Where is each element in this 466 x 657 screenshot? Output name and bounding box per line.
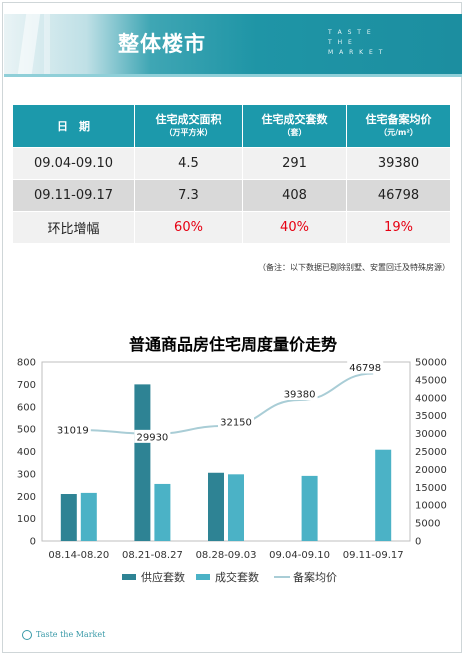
header-unit: （元/m²） <box>379 128 418 137</box>
growth-cell: 19% <box>346 211 451 244</box>
bar-supply <box>60 494 77 541</box>
tagline-line: M A R K E T <box>328 49 385 56</box>
table-cell: 7.3 <box>134 179 243 212</box>
header-main: 住宅备案均价 <box>365 113 432 126</box>
header-unit: （套） <box>282 128 307 137</box>
header-main: 住宅成交面积 <box>155 113 222 126</box>
y-right-tick-label: 35000 <box>415 411 447 422</box>
legend-swatch <box>122 574 136 580</box>
table-cell: 09.11-09.17 <box>12 179 135 212</box>
market-table: 日 期 住宅成交面积 （万平方米） 住宅成交套数 （套） 住宅备案均价 （元/m²） … <box>12 104 451 244</box>
data-label-bg <box>54 422 91 436</box>
y-right-tick-label: 5000 <box>415 519 440 530</box>
growth-cell: 60% <box>134 211 243 244</box>
legend-label: 供应套数 <box>141 570 185 584</box>
header-main: 日 期 <box>57 119 90 133</box>
table-cell: 09.04-09.10 <box>12 147 135 180</box>
x-tick-label: 08.14-08.20 <box>48 550 109 561</box>
header-banner: 整体楼市 T A S T E T H E M A R K E T <box>4 14 462 74</box>
data-label-bg <box>218 414 254 428</box>
y-left-tick-label: 500 <box>17 425 36 436</box>
x-tick-label: 09.11-09.17 <box>343 550 404 561</box>
table-cell: 291 <box>242 147 347 180</box>
bar-deal <box>301 475 318 541</box>
growth-cell: 40% <box>242 211 347 244</box>
data-label-bg <box>281 387 318 401</box>
banner-stripe <box>44 14 50 74</box>
legend-swatch <box>196 574 210 580</box>
table-row: 09.11-09.17 7.3 408 46798 <box>12 179 451 212</box>
x-tick-label: 08.21-08.27 <box>122 550 183 561</box>
y-right-tick-label: 30000 <box>415 429 447 440</box>
header-date: 日 期 <box>12 104 135 148</box>
line-group: 31019 29930 32150 39380 46798 <box>54 360 384 443</box>
banner-divider <box>4 74 462 77</box>
table-cell: 环比增幅 <box>12 211 135 244</box>
y-left-tick-label: 0 <box>30 537 36 548</box>
header-area: 住宅成交面积 （万平方米） <box>134 104 243 148</box>
table-cell: 4.5 <box>134 147 243 180</box>
tagline-line: T H E <box>328 39 354 46</box>
header-price: 住宅备案均价 （元/m²） <box>346 104 451 148</box>
y-left-tick-label: 300 <box>17 469 36 480</box>
y-right-tick-label: 0 <box>415 537 421 548</box>
bar-supply <box>208 472 224 541</box>
y-right-tick-label: 40000 <box>415 393 447 404</box>
data-label: 31019 <box>57 425 89 436</box>
y-left-tick-label: 600 <box>17 402 36 413</box>
x-tick-label: 08.28-09.03 <box>196 550 257 561</box>
bar-deal <box>228 474 244 541</box>
y-right-tick-label: 15000 <box>415 483 447 494</box>
chart-legend: 供应套数 成交套数 备案均价 <box>122 570 337 584</box>
legend-label: 备案均价 <box>293 570 337 584</box>
data-label: 32150 <box>220 417 252 428</box>
banner-tagline: T A S T E T H E M A R K E T <box>328 28 384 58</box>
data-label-bg <box>347 360 384 374</box>
left-axis: 0 100 200 300 400 500 600 700 800 <box>17 358 411 548</box>
y-left-tick-label: 700 <box>17 380 36 391</box>
header-unit: （万平方米） <box>164 128 213 137</box>
bar-deal <box>80 492 97 541</box>
table-cell: 46798 <box>346 179 451 212</box>
legend-label: 成交套数 <box>215 570 259 584</box>
y-left-tick-label: 400 <box>17 447 36 458</box>
y-right-tick-label: 50000 <box>415 358 447 369</box>
table-note: （备注：以下数据已剔除别墅、安置回迁及特殊房源） <box>258 263 450 272</box>
logo-icon <box>22 630 32 640</box>
data-label: 46798 <box>349 363 381 374</box>
table-cell: 39380 <box>346 147 451 180</box>
table-header-row: 日 期 住宅成交面积 （万平方米） 住宅成交套数 （套） 住宅备案均价 （元/m²） <box>12 104 451 148</box>
footer-logo: Taste the Market <box>22 630 105 640</box>
page-title: 整体楼市 <box>118 32 206 56</box>
data-label: 29930 <box>136 432 168 443</box>
y-left-tick-label: 100 <box>17 514 36 525</box>
y-right-tick-label: 45000 <box>415 375 447 386</box>
tagline-line: T A S T E <box>328 29 373 36</box>
bar-deal <box>375 449 392 541</box>
y-right-tick-label: 25000 <box>415 447 447 458</box>
right-axis: 0 5000 10000 15000 20000 25000 30000 35000 40000… <box>415 358 447 548</box>
chart-svg: 普通商品房住宅周度量价走势 0100200300400500600700800 … <box>17 335 447 584</box>
banner-stripe <box>17 14 41 74</box>
table-cell: 408 <box>242 179 347 212</box>
y-right-tick-label: 10000 <box>415 501 447 512</box>
y-left-tick-label: 200 <box>17 492 36 503</box>
bar-supply <box>134 384 151 541</box>
table-row: 09.04-09.10 4.5 291 39380 <box>12 147 451 180</box>
header-main: 住宅成交套数 <box>261 113 328 126</box>
y-left-tick-label: 800 <box>17 358 36 369</box>
data-label-bg <box>134 429 171 443</box>
x-tick-label: 09.04-09.10 <box>269 550 330 561</box>
data-label: 39380 <box>284 390 316 401</box>
chart-container: 普通商品房住宅周度量价走势 0 100 200 300 400 500 600 700 800 … <box>0 320 466 600</box>
plot-frame <box>41 361 411 542</box>
chart-title: 普通商品房住宅周度量价走势 <box>129 335 337 354</box>
x-axis: 08.14-08.20 08.21-08.27 08.28-09.03 09.04-0… <box>48 550 403 561</box>
header-units: 住宅成交套数 （套） <box>242 104 347 148</box>
y-right-tick-label: 20000 <box>415 465 447 476</box>
table-row: 环比增幅 60% 40% 19% <box>12 211 451 244</box>
logo-text: Taste the Market <box>36 630 106 639</box>
bar-deal <box>154 483 171 541</box>
bar-group <box>60 384 392 541</box>
